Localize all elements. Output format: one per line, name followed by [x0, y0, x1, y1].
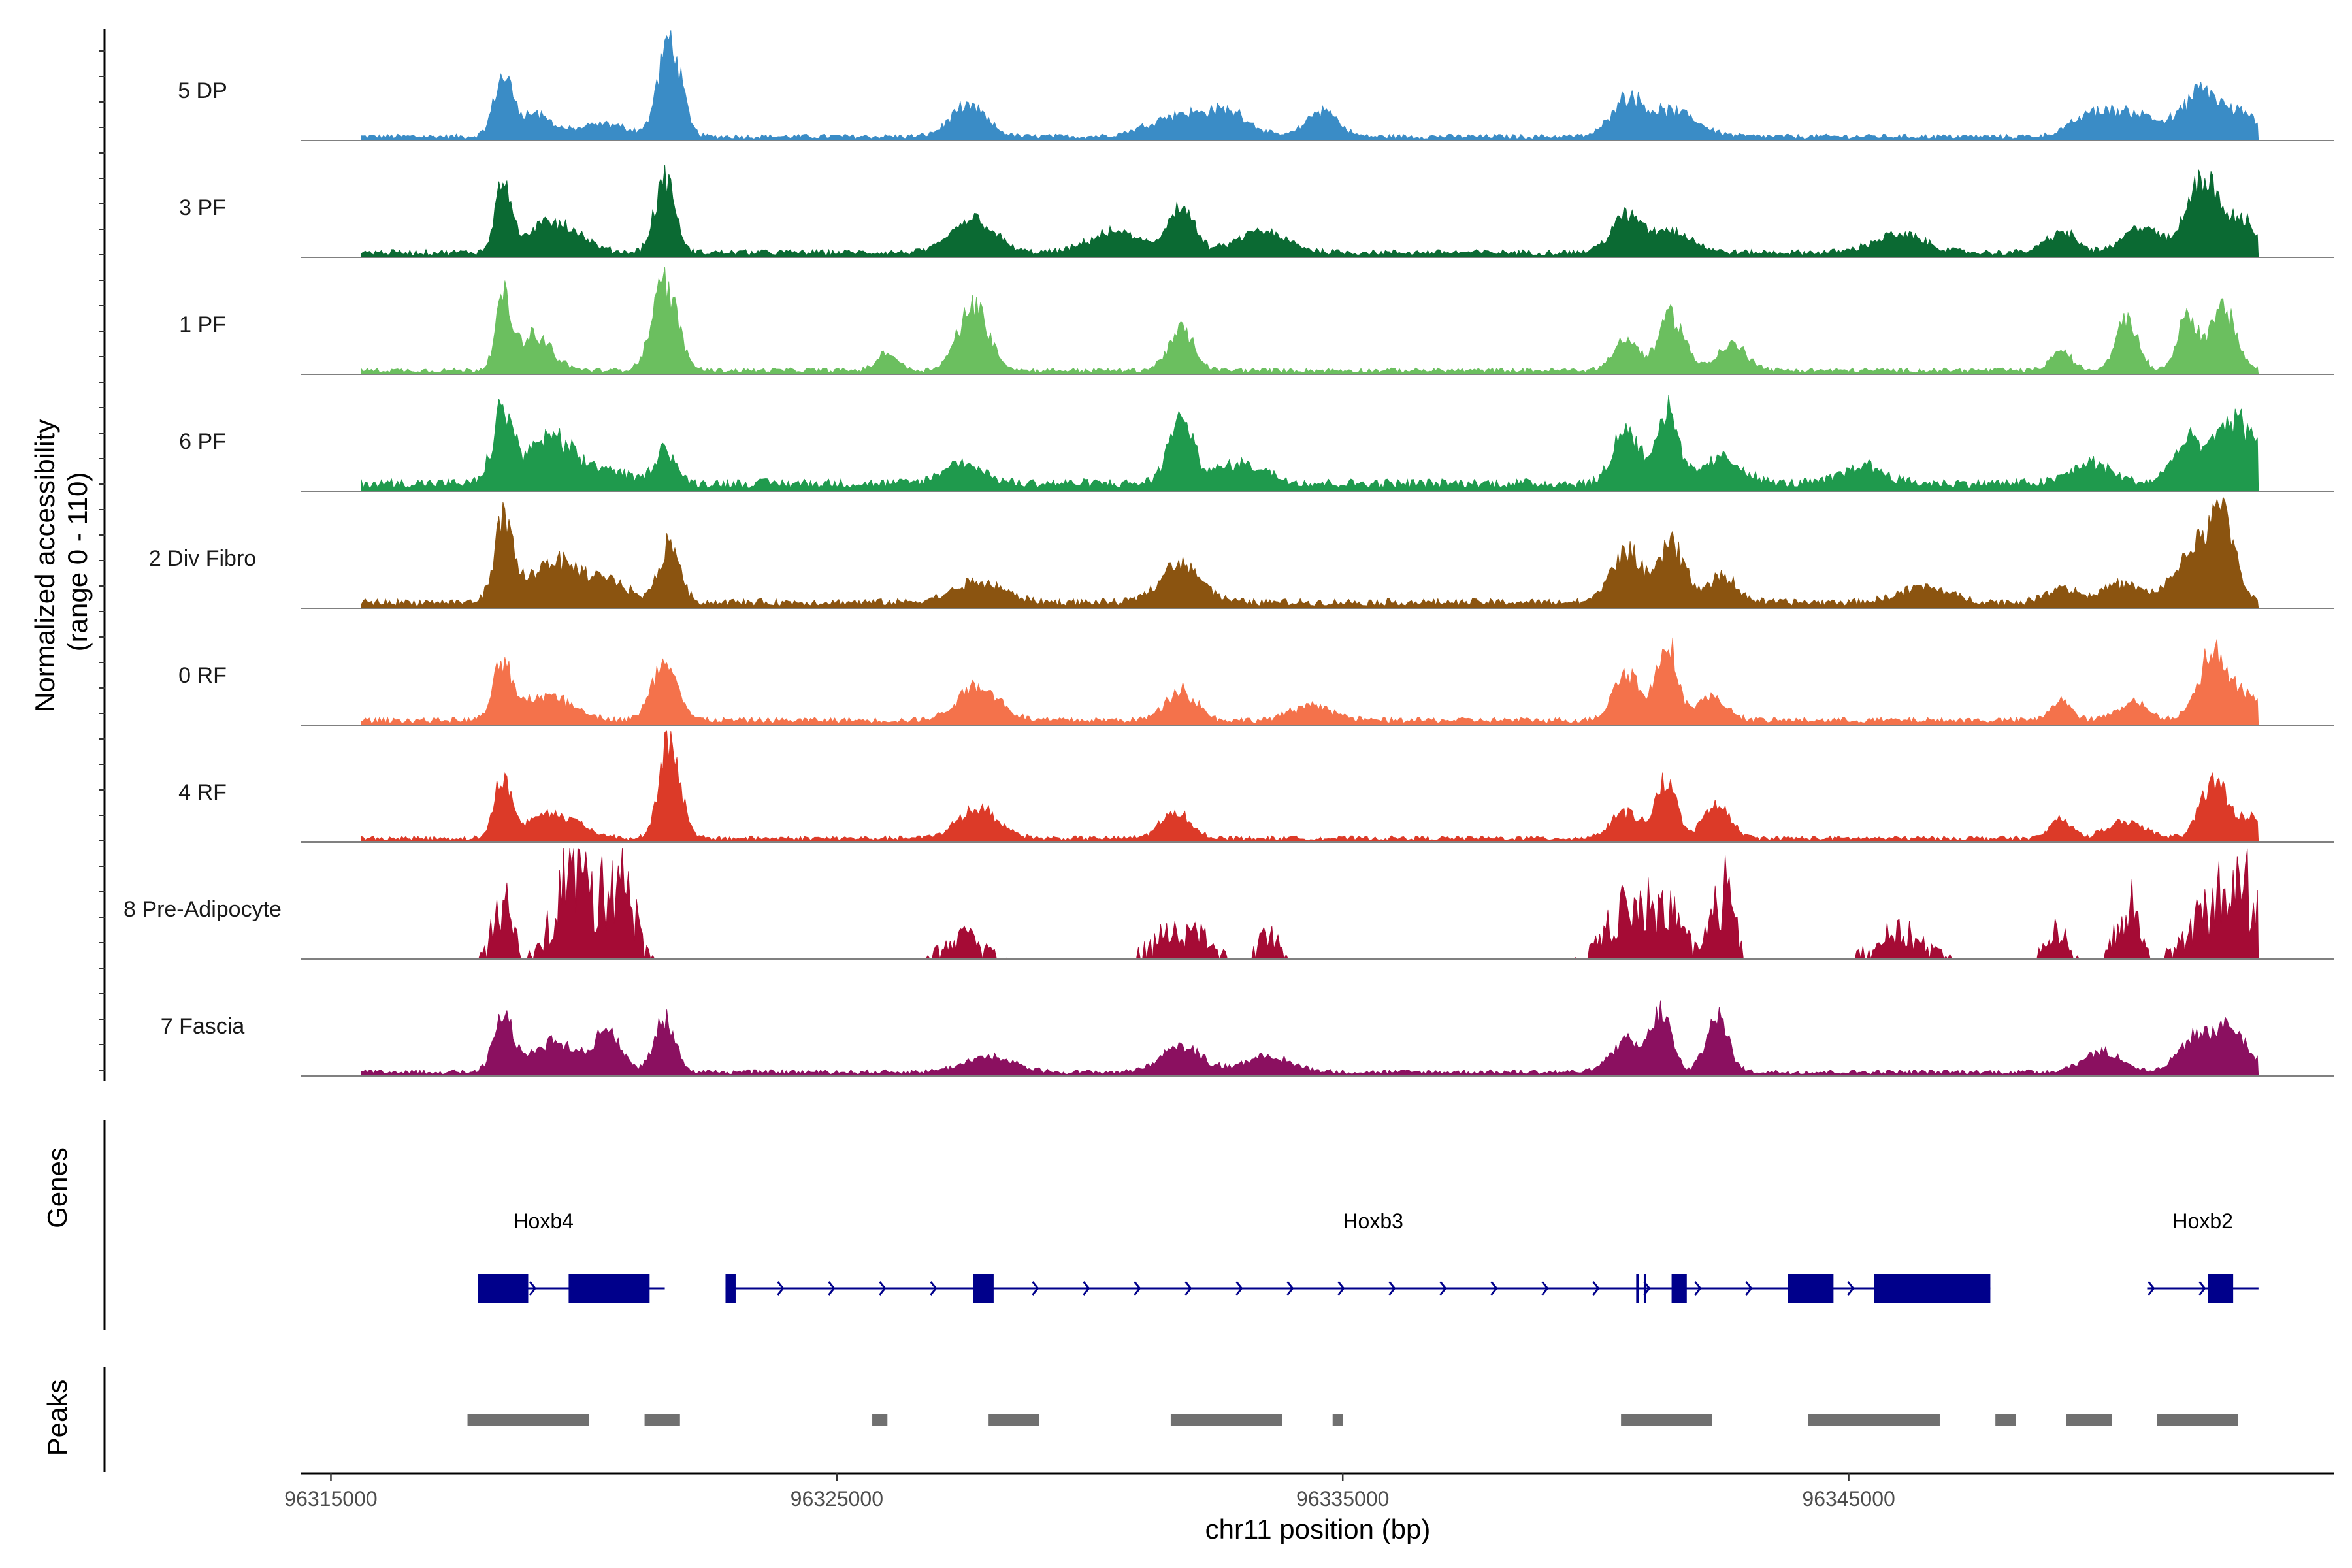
gene-utr — [1636, 1274, 1639, 1303]
strand-arrow — [828, 1281, 836, 1296]
gene-hoxb4: Hoxb4 — [478, 1209, 665, 1303]
peak-region — [644, 1414, 680, 1426]
x-tick-label: 96325000 — [791, 1487, 883, 1511]
coverage-tracks: 5 DP 3 PF 1 PF 6 PF 2 Div Fibro 0 RF 4 RF 8 Pre… — [123, 30, 2334, 1077]
y-axis-title-line1: Normalized accessibility — [29, 419, 60, 712]
strand-arrow — [529, 1281, 536, 1296]
peak-region — [467, 1414, 589, 1426]
coverage-area — [361, 730, 2259, 843]
peak-regions — [467, 1414, 2238, 1426]
gene-hoxb2: Hoxb2 — [2147, 1209, 2259, 1303]
strand-arrow — [879, 1281, 887, 1296]
strand-arrow — [1694, 1281, 1702, 1296]
coverage-area — [361, 1000, 2259, 1077]
track-8: 7 Fascia — [161, 1000, 2334, 1077]
strand-arrow — [1745, 1281, 1753, 1296]
track-5: 0 RF — [178, 637, 2334, 726]
track-label: 4 RF — [178, 780, 227, 805]
peak-region — [1808, 1414, 1940, 1426]
strand-arrow — [1286, 1281, 1294, 1296]
peak-region — [1995, 1414, 2016, 1426]
y-axis-title-line2: (range 0 - 110) — [62, 472, 93, 652]
gene-exon — [2208, 1274, 2234, 1303]
peak-region — [1621, 1414, 1712, 1426]
track-2: 1 PF — [179, 267, 2334, 375]
coverage-area — [361, 395, 2259, 492]
strand-arrow — [1235, 1281, 1243, 1296]
strand-arrow — [1337, 1281, 1345, 1296]
strand-arrow — [1388, 1281, 1396, 1296]
track-7: 8 Pre-Adipocyte — [123, 847, 2334, 960]
strand-arrow — [1083, 1281, 1090, 1296]
track-0: 5 DP — [178, 30, 2334, 141]
gene-exon — [973, 1274, 994, 1303]
coverage-area — [361, 637, 2259, 726]
strand-arrow — [777, 1281, 785, 1296]
peak-region — [1170, 1414, 1282, 1426]
gene-exon — [1874, 1274, 1991, 1303]
strand-arrow — [1134, 1281, 1141, 1296]
track-4: 2 Div Fibro — [149, 496, 2334, 609]
gene-exon — [568, 1274, 650, 1303]
coverage-area — [361, 847, 2259, 960]
x-tick-label: 96335000 — [1296, 1487, 1389, 1511]
gene-exon — [1788, 1274, 1834, 1303]
gene-label: Hoxb3 — [1343, 1209, 1403, 1233]
gene-exon — [1671, 1274, 1687, 1303]
gene-label: Hoxb4 — [513, 1209, 574, 1233]
x-axis-title: chr11 position (bp) — [1205, 1514, 1431, 1544]
coverage-area — [361, 496, 2259, 609]
gene-label: Hoxb2 — [2172, 1209, 2233, 1233]
x-tick-label: 96315000 — [284, 1487, 377, 1511]
strand-arrow — [1541, 1281, 1549, 1296]
strand-arrow — [1592, 1281, 1600, 1296]
gene-exon — [478, 1274, 529, 1303]
strand-arrow — [1439, 1281, 1447, 1296]
track-3: 6 PF — [179, 395, 2334, 492]
strand-arrow — [1847, 1281, 1855, 1296]
peak-region — [2066, 1414, 2112, 1426]
coverage-area — [361, 30, 2259, 141]
peak-region — [2157, 1414, 2238, 1426]
coverage-area — [361, 165, 2259, 258]
x-axis: 96315000 96325000 96335000 96345000 — [284, 1472, 2334, 1511]
strand-arrow — [1184, 1281, 1192, 1296]
strand-arrow — [930, 1281, 938, 1296]
track-label: 6 PF — [179, 429, 226, 454]
track-label: 7 Fascia — [161, 1014, 245, 1039]
coverage-area — [361, 267, 2259, 375]
track-label: 2 Div Fibro — [149, 546, 256, 571]
y-axis — [99, 29, 106, 1081]
genes-panel-title: Genes — [42, 1147, 73, 1228]
track-label: 8 Pre-Adipocyte — [123, 897, 282, 922]
track-label: 5 DP — [178, 78, 227, 103]
strand-arrow — [1032, 1281, 1039, 1296]
strand-arrow — [2198, 1281, 2206, 1296]
gene-utr — [1643, 1274, 1646, 1303]
peaks-panel-title: Peaks — [42, 1380, 73, 1456]
track-6: 4 RF — [178, 730, 2334, 843]
x-tick-label: 96345000 — [1802, 1487, 1895, 1511]
peak-region — [872, 1414, 888, 1426]
peak-region — [1332, 1414, 1343, 1426]
gene-hoxb3: Hoxb3 — [725, 1209, 1991, 1303]
track-1: 3 PF — [179, 165, 2334, 258]
strand-arrow — [2148, 1281, 2155, 1296]
track-label: 0 RF — [178, 663, 227, 688]
track-label: 1 PF — [179, 312, 226, 337]
strand-arrow — [1490, 1281, 1498, 1296]
peak-region — [988, 1414, 1039, 1426]
gene-models: Hoxb4 Hoxb3 Hoxb2 — [478, 1209, 2259, 1303]
y-axis-title: Normalized accessibility (range 0 - 110) — [29, 412, 93, 712]
gene-utr — [725, 1274, 736, 1303]
track-label: 3 PF — [179, 195, 226, 220]
